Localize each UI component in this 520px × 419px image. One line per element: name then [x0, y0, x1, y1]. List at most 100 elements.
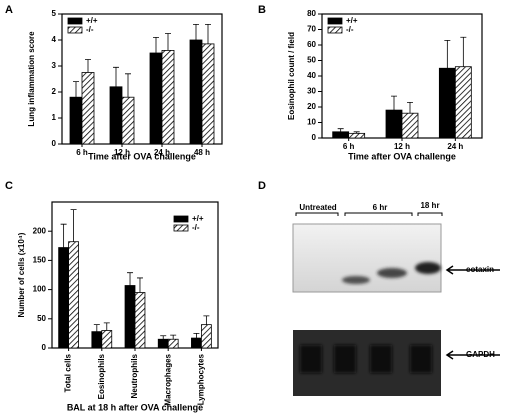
error-bar	[93, 324, 100, 332]
y-tick-label: 10	[307, 118, 316, 127]
panel-label: C	[5, 180, 13, 192]
y-tick-label: 80	[307, 9, 316, 18]
error-bar	[60, 223, 67, 248]
error-bar	[391, 95, 397, 111]
error-bar	[165, 33, 171, 51]
bar	[191, 337, 202, 349]
y-tick-label: 4	[52, 35, 57, 44]
bar	[201, 43, 215, 145]
group-label: 18 hr	[420, 201, 439, 210]
band-label: GAPDH	[466, 350, 495, 359]
legend-label: +/+	[346, 16, 358, 25]
x-tick-label: 6 h	[76, 148, 88, 157]
y-axis-label: Lung inflammation score	[27, 31, 36, 127]
group-bracket	[295, 212, 443, 216]
error-bar	[203, 315, 210, 325]
group-label: Untreated	[299, 203, 336, 212]
y-tick-label: 1	[52, 113, 57, 122]
bar	[167, 338, 179, 349]
legend-label: +/+	[192, 214, 204, 223]
y-tick-label: 50	[37, 314, 46, 323]
error-bar	[193, 333, 200, 339]
x-tick-label: Total cells	[64, 353, 73, 392]
blot-eotaxin	[292, 223, 442, 293]
bar	[438, 67, 456, 139]
x-tick-label: Eosinophils	[97, 353, 106, 399]
bar	[161, 50, 175, 145]
error-bar	[125, 73, 131, 98]
bar	[91, 331, 103, 349]
panel-label: D	[258, 180, 266, 192]
bar	[81, 72, 95, 145]
y-tick-label: 100	[33, 285, 47, 294]
error-bar	[407, 101, 413, 114]
bar	[157, 338, 169, 349]
error-bar	[136, 277, 143, 293]
x-tick-label: 24 h	[447, 142, 463, 151]
error-bar	[460, 36, 467, 67]
bar	[124, 285, 136, 349]
bar	[121, 96, 135, 145]
band-label: eotaxin	[466, 265, 494, 274]
panel-label: A	[5, 4, 13, 16]
error-bar	[160, 335, 167, 340]
bar	[385, 109, 403, 139]
legend-swatch	[327, 26, 343, 34]
error-bar	[127, 272, 134, 286]
x-tick-label: 12 h	[394, 142, 410, 151]
error-bar	[70, 209, 77, 242]
legend-swatch	[67, 26, 83, 34]
bar	[109, 86, 123, 145]
y-tick-label: 0	[42, 343, 47, 352]
legend-label: -/-	[346, 25, 354, 34]
bar	[134, 292, 146, 349]
y-tick-label: 0	[312, 133, 317, 142]
error-bar	[353, 131, 360, 134]
x-tick-label: 24 h	[154, 148, 170, 157]
arrow	[445, 265, 500, 275]
bar	[200, 324, 212, 349]
error-bar	[85, 59, 91, 73]
bar	[189, 39, 203, 145]
error-bar	[103, 322, 110, 331]
y-tick-label: 70	[307, 25, 316, 34]
y-tick-label: 20	[307, 102, 316, 111]
error-bar	[73, 81, 79, 98]
bar	[58, 247, 69, 349]
y-tick-label: 50	[307, 56, 316, 65]
y-tick-label: 40	[307, 71, 316, 80]
legend-label: +/+	[86, 16, 98, 25]
legend-swatch	[173, 224, 189, 232]
bar	[149, 52, 163, 145]
panel-label: B	[258, 4, 266, 16]
error-bar	[444, 39, 451, 69]
legend-label: -/-	[192, 223, 200, 232]
error-bar	[193, 24, 199, 40]
bar	[348, 132, 366, 139]
x-tick-label: 48 h	[194, 148, 210, 157]
y-tick-label: 0	[52, 139, 57, 148]
x-axis-label: Time after OVA challenge	[348, 151, 456, 161]
legend-swatch	[67, 17, 83, 25]
error-bar	[113, 66, 119, 87]
y-tick-label: 3	[52, 61, 57, 70]
y-tick-label: 150	[33, 256, 47, 265]
plot-frame	[61, 13, 223, 145]
y-tick-label: 200	[33, 226, 47, 235]
x-tick-label: Lymphocytes	[197, 353, 206, 405]
y-tick-label: 2	[52, 87, 57, 96]
x-tick-label: Macrophages	[163, 353, 172, 405]
blot-gapdh	[293, 330, 441, 396]
error-bar	[153, 37, 159, 53]
y-tick-label: 60	[307, 40, 316, 49]
y-axis-label: Eosinophil count / field	[287, 32, 296, 120]
bar	[332, 131, 350, 139]
error-bar	[170, 334, 177, 340]
error-bar	[337, 128, 344, 132]
group-label: 6 hr	[373, 203, 388, 212]
y-tick-label: 5	[52, 9, 57, 18]
y-axis-label: Number of cells (x10⁴)	[17, 232, 26, 317]
bar	[401, 112, 419, 139]
bar	[69, 96, 83, 145]
